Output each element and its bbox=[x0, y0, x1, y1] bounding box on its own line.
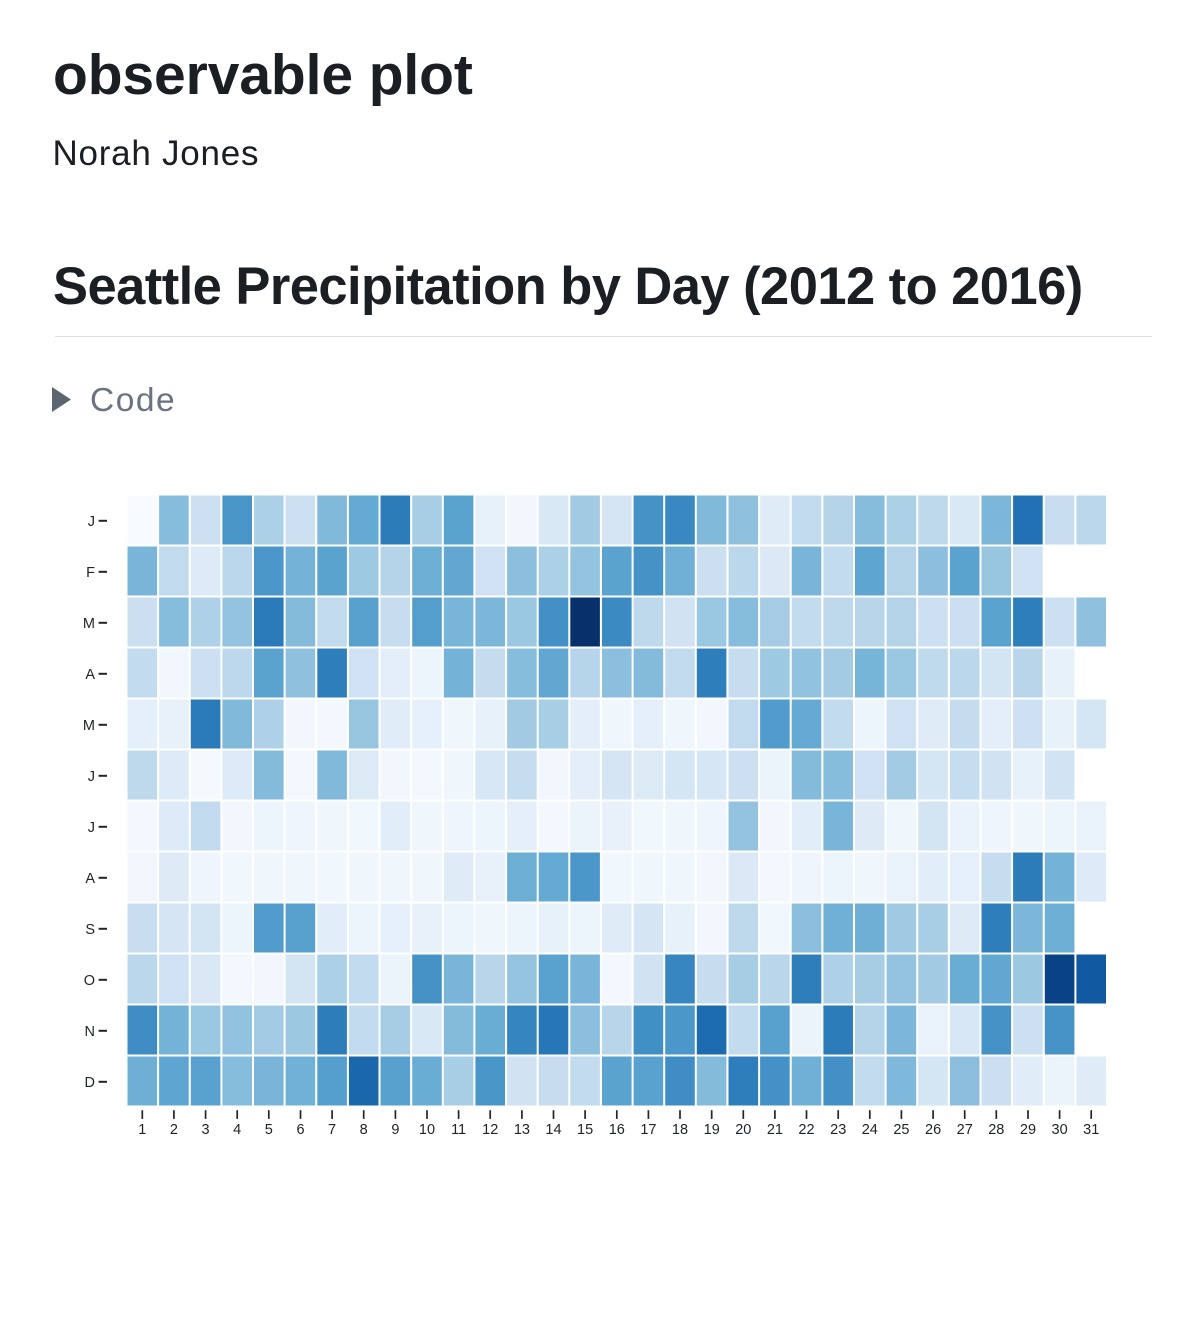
svg-text:1: 1 bbox=[138, 1122, 146, 1138]
svg-text:28: 28 bbox=[988, 1122, 1004, 1138]
svg-text:27: 27 bbox=[957, 1122, 973, 1138]
svg-text:10: 10 bbox=[419, 1122, 435, 1138]
svg-text:21: 21 bbox=[767, 1122, 783, 1138]
svg-text:2: 2 bbox=[170, 1122, 178, 1138]
svg-text:M: M bbox=[83, 718, 95, 734]
svg-text:J: J bbox=[88, 514, 95, 530]
svg-text:17: 17 bbox=[640, 1122, 656, 1138]
svg-text:7: 7 bbox=[328, 1122, 336, 1138]
svg-text:13: 13 bbox=[514, 1122, 530, 1138]
svg-text:N: N bbox=[85, 1024, 95, 1040]
svg-text:16: 16 bbox=[609, 1122, 625, 1138]
svg-text:14: 14 bbox=[545, 1122, 561, 1138]
svg-text:11: 11 bbox=[451, 1122, 466, 1138]
svg-text:31: 31 bbox=[1083, 1122, 1099, 1138]
svg-text:12: 12 bbox=[482, 1122, 498, 1138]
svg-text:5: 5 bbox=[265, 1122, 273, 1138]
svg-text:4: 4 bbox=[233, 1122, 241, 1138]
svg-text:22: 22 bbox=[798, 1122, 814, 1138]
svg-text:O: O bbox=[84, 973, 95, 989]
svg-text:29: 29 bbox=[1020, 1122, 1036, 1138]
svg-text:8: 8 bbox=[360, 1122, 368, 1138]
svg-text:D: D bbox=[85, 1075, 95, 1091]
svg-text:S: S bbox=[85, 922, 95, 938]
svg-text:A: A bbox=[85, 667, 95, 683]
svg-text:23: 23 bbox=[830, 1122, 846, 1138]
svg-text:20: 20 bbox=[735, 1122, 751, 1138]
svg-text:18: 18 bbox=[672, 1122, 688, 1138]
svg-text:A: A bbox=[85, 871, 95, 887]
svg-text:3: 3 bbox=[202, 1122, 210, 1138]
svg-text:F: F bbox=[86, 565, 95, 581]
svg-text:6: 6 bbox=[296, 1122, 304, 1138]
svg-text:24: 24 bbox=[862, 1122, 878, 1138]
svg-text:30: 30 bbox=[1052, 1122, 1068, 1138]
svg-text:M: M bbox=[83, 616, 95, 632]
svg-text:J: J bbox=[88, 820, 95, 836]
svg-text:25: 25 bbox=[893, 1122, 909, 1138]
svg-text:15: 15 bbox=[577, 1122, 593, 1138]
svg-text:J: J bbox=[88, 769, 95, 785]
svg-text:26: 26 bbox=[925, 1122, 941, 1138]
svg-text:19: 19 bbox=[704, 1122, 720, 1138]
svg-text:9: 9 bbox=[391, 1122, 399, 1138]
